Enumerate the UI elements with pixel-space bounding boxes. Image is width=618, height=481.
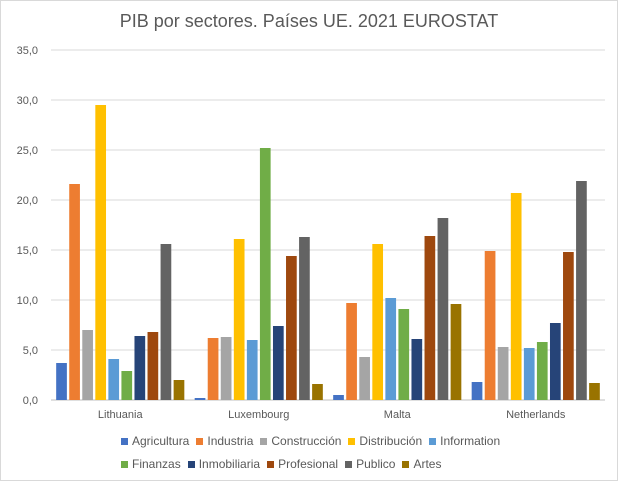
- legend-swatch: [196, 437, 204, 445]
- legend-swatch: [187, 460, 195, 468]
- x-tick-label: Malta: [384, 409, 412, 421]
- bar: [576, 181, 587, 400]
- bar: [56, 363, 67, 400]
- y-tick-label: 25,0: [17, 145, 38, 157]
- bar: [385, 298, 397, 400]
- bar: [82, 330, 93, 400]
- bar: [246, 340, 258, 400]
- bar: [220, 337, 232, 400]
- bar: [523, 348, 535, 400]
- bar: [346, 303, 357, 400]
- bar: [510, 193, 522, 400]
- bar: [549, 323, 561, 400]
- bar: [173, 380, 185, 400]
- y-tick-label: 20,0: [17, 195, 38, 207]
- bar: [147, 332, 159, 400]
- legend: Agricultura Industria Construcción Distribu…: [121, 433, 601, 473]
- bar: [233, 239, 245, 400]
- legend-row: Finanzas Inmobiliaria Profesional Publico Ar…: [121, 456, 448, 472]
- legend-label: Artes: [413, 457, 442, 471]
- legend-label: Agricultura: [132, 434, 190, 448]
- legend-item: Construcción: [260, 434, 341, 448]
- bar: [108, 359, 120, 400]
- legend-label: Industria: [207, 434, 254, 448]
- legend-item: Publico: [345, 457, 395, 471]
- legend-swatch: [429, 437, 437, 445]
- x-tick-label: Luxembourg: [228, 409, 289, 421]
- legend-label: Publico: [356, 457, 396, 471]
- legend-label: Finanzas: [132, 457, 181, 471]
- y-tick-label: 15,0: [17, 245, 38, 257]
- bar: [589, 383, 600, 400]
- y-tick-label: 10,0: [17, 295, 38, 307]
- bar: [312, 384, 323, 400]
- bar: [437, 218, 449, 400]
- bar: [359, 357, 370, 400]
- bar: [207, 338, 219, 400]
- bar: [411, 339, 423, 400]
- bar: [259, 148, 271, 400]
- bar: [333, 395, 344, 400]
- legend-swatch: [348, 437, 356, 445]
- bar: [160, 244, 172, 400]
- bar: [121, 371, 133, 400]
- legend-item: Artes: [402, 457, 441, 471]
- legend-label: Profesional: [278, 457, 339, 471]
- x-tick-label: Netherlands: [506, 409, 566, 421]
- y-tick-label: 5,0: [23, 345, 38, 357]
- legend-item: Distribución: [348, 434, 422, 448]
- chart-title: PIB por sectores. Países UE. 2021 EUROST…: [119, 11, 499, 31]
- bar: [450, 304, 462, 400]
- bar: [134, 336, 146, 400]
- legend-row: Agricultura Industria Construcción Distribu…: [121, 433, 507, 449]
- legend-item: Agricultura: [121, 434, 189, 448]
- legend-item: Finanzas: [121, 457, 181, 471]
- bar: [563, 252, 574, 400]
- legend-item: Information: [429, 434, 500, 448]
- legend-label: Inmobiliaria: [198, 457, 261, 471]
- x-tick-label: Lithuania: [98, 409, 144, 421]
- legend-item: Profesional: [267, 457, 338, 471]
- legend-swatch: [260, 437, 268, 445]
- bar: [272, 326, 284, 400]
- bar: [536, 342, 548, 400]
- y-tick-label: 35,0: [17, 45, 38, 57]
- bar: [497, 347, 509, 400]
- y-tick-label: 30,0: [17, 95, 38, 107]
- legend-item: Inmobiliaria: [187, 457, 261, 471]
- bar: [286, 256, 297, 400]
- legend-item: Industria: [196, 434, 253, 448]
- bar: [69, 184, 80, 400]
- bar: [299, 237, 310, 400]
- bar: [194, 398, 206, 400]
- bar: [372, 244, 384, 400]
- bar: [424, 236, 436, 400]
- bar: [95, 105, 107, 400]
- legend-swatch: [402, 460, 410, 468]
- legend-label: Distribución: [359, 434, 423, 448]
- legend-swatch: [345, 460, 353, 468]
- y-tick-label: 0,0: [23, 395, 38, 407]
- bar: [484, 251, 496, 400]
- legend-swatch: [121, 437, 128, 445]
- legend-swatch: [121, 460, 128, 468]
- legend-label: Information: [440, 434, 501, 448]
- bar: [471, 382, 483, 400]
- legend-swatch: [267, 460, 275, 468]
- bar: [398, 309, 410, 400]
- legend-label: Construcción: [271, 434, 342, 448]
